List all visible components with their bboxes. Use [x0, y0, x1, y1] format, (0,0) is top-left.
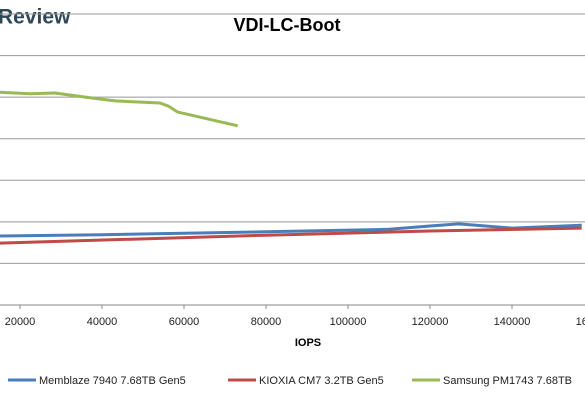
- legend-label: KIOXIA CM7 3.2TB Gen5: [259, 375, 384, 387]
- x-tick-label: 60000: [169, 316, 200, 328]
- x-tick-label: 140000: [494, 316, 531, 328]
- watermark: Review: [0, 6, 71, 29]
- x-axis-label: IOPS: [295, 337, 321, 349]
- series-line: [0, 222, 582, 238]
- chart-title: VDI-LC-Boot: [234, 15, 341, 35]
- x-tick-label: 160000: [576, 316, 585, 328]
- legend-label: Samsung PM1743 7.68TB: [443, 375, 572, 387]
- series-line: [0, 226, 582, 245]
- x-tick-label: 100000: [330, 316, 367, 328]
- x-tick-label: 80000: [251, 316, 282, 328]
- x-tick-label: 20000: [5, 316, 36, 328]
- legend-label: Memblaze 7940 7.68TB Gen5: [39, 375, 186, 387]
- series-line: [0, 90, 239, 128]
- x-tick-label: 120000: [412, 316, 449, 328]
- x-tick-label: 40000: [87, 316, 118, 328]
